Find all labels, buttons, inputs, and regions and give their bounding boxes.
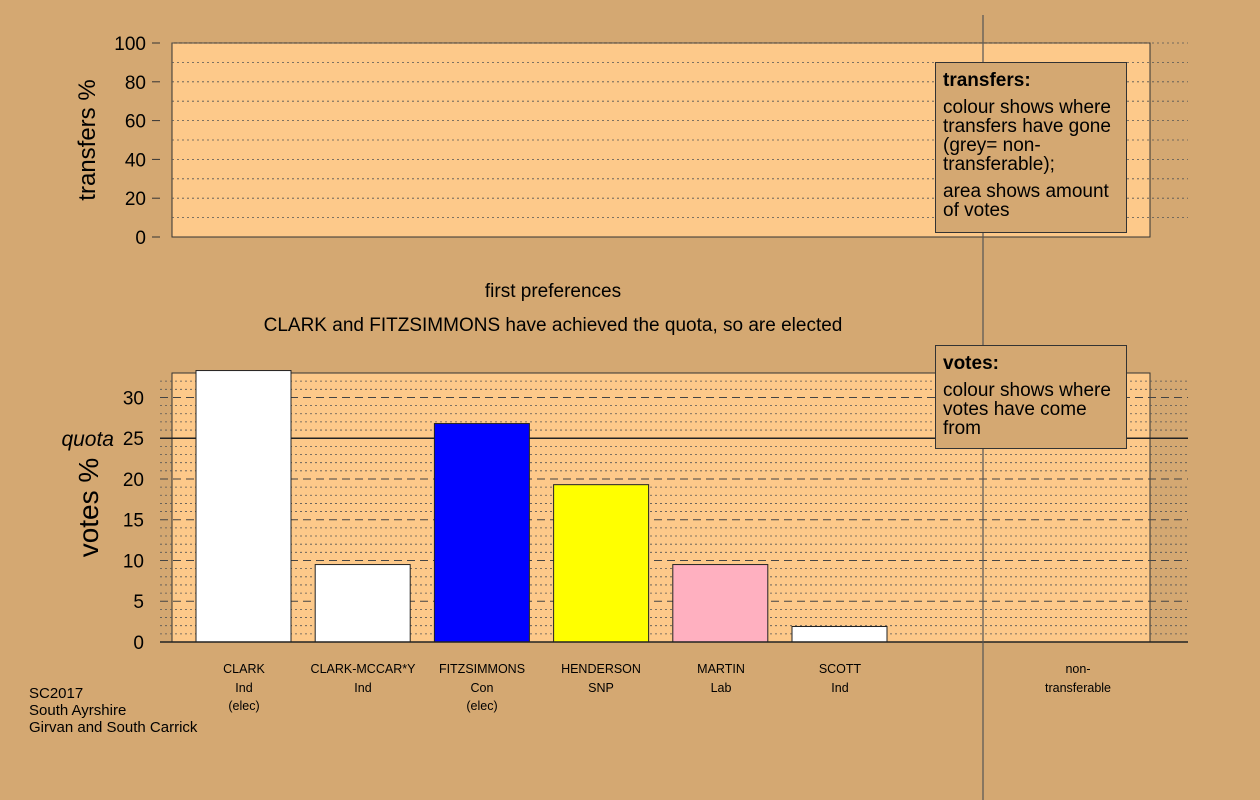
votes-legend-title: votes:	[943, 353, 999, 374]
candidate-name: CLARK-MCCAR*Y	[310, 662, 416, 676]
candidate-label-scott: SCOTT Ind	[775, 660, 905, 697]
transfers-tick-label: 20	[125, 189, 146, 210]
candidate-name: MARTIN	[697, 662, 745, 676]
candidate-label-martin: MARTIN Lab	[656, 660, 786, 697]
votes-tick-label: 20	[123, 470, 144, 491]
transfers-legend-area-text: area shows amount of votes	[943, 181, 1109, 221]
candidate-name: FITZSIMMONS	[438, 662, 526, 676]
vote-bar	[672, 564, 769, 643]
transfers-tick-label: 80	[125, 73, 146, 94]
candidate-name: CLARK	[223, 662, 265, 676]
quota-label: quota	[61, 428, 114, 451]
nontransferable-label-line1: non-	[1065, 662, 1091, 676]
candidate-label-clark: CLARK Ind (elec)	[179, 660, 309, 716]
transfers-axis-title: transfers %	[74, 79, 101, 200]
election-code: SC2017	[29, 685, 84, 702]
transfers-tick-label: 100	[114, 34, 146, 55]
transfers-legend-title: transfers:	[943, 70, 1031, 91]
elected-message: CLARK and FITZSIMMONS have achieved the …	[263, 315, 843, 336]
vote-bar	[314, 564, 411, 643]
transfers-tick-label: 60	[125, 112, 146, 133]
candidate-party: Lab	[710, 680, 732, 695]
candidate-name: SCOTT	[818, 662, 862, 676]
transfers-tick-label: 40	[125, 150, 146, 171]
candidate-party: Ind	[354, 680, 372, 695]
votes-legend-text: colour shows where votes have come from	[943, 380, 1111, 439]
transfers-tick-label: 0	[135, 228, 146, 249]
votes-axis-title: votes %	[73, 458, 104, 558]
council-name: South Ayrshire	[29, 702, 127, 719]
nontransferable-label-line2: transferable	[1044, 680, 1111, 695]
candidate-name: HENDERSON	[561, 662, 641, 676]
candidate-status: (elec)	[228, 699, 260, 713]
candidate-label-fitzsimmons: FITZSIMMONS Con (elec)	[417, 660, 547, 716]
votes-tick-label: 15	[123, 511, 144, 532]
candidate-status: (elec)	[466, 699, 498, 713]
nontransferable-label: non- transferable	[1013, 660, 1143, 697]
vote-bar	[195, 370, 292, 643]
votes-legend: votes: colour shows where votes have com…	[935, 345, 1127, 449]
vote-bar	[553, 484, 650, 643]
candidate-party: Ind	[235, 680, 253, 695]
candidate-label-clark-mccarthy: CLARK-MCCAR*Y Ind	[298, 660, 428, 697]
transfers-legend: transfers: colour shows where transfers …	[935, 62, 1127, 233]
votes-tick-label: 0	[133, 633, 144, 654]
votes-tick-label: 5	[133, 592, 144, 613]
candidate-party: SNP	[588, 680, 614, 695]
election-info: SC2017 South Ayrshire Girvan and South C…	[29, 685, 197, 736]
votes-tick-label: 30	[123, 388, 144, 409]
vote-bar	[791, 626, 888, 643]
candidate-label-henderson: HENDERSON SNP	[536, 660, 666, 697]
votes-tick-label: 10	[123, 551, 144, 572]
candidate-party: Con	[470, 680, 494, 695]
candidate-party: Ind	[831, 680, 849, 695]
ward-name: Girvan and South Carrick	[29, 719, 198, 736]
votes-tick-label: 25	[123, 429, 144, 450]
first-preferences-heading: first preferences	[484, 281, 622, 302]
vote-bar	[433, 423, 530, 643]
transfers-legend-text: colour shows where transfers have gone (…	[943, 97, 1111, 175]
